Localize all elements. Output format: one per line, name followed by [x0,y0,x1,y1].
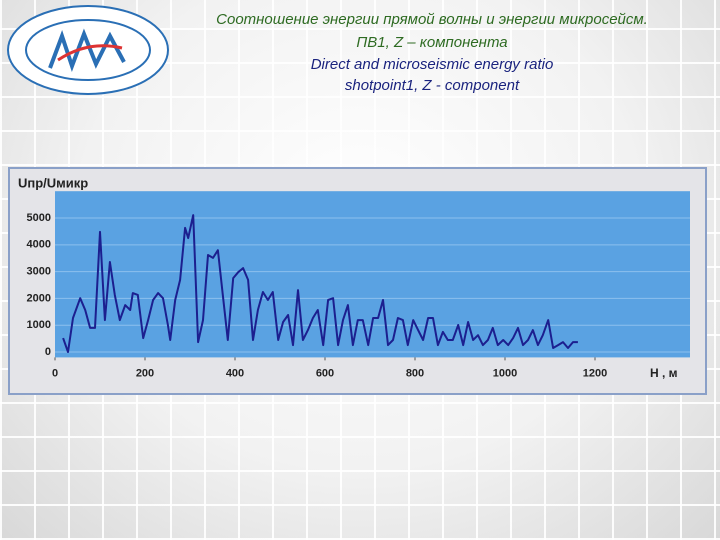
title-line: ПВ1, Z – компонента [356,34,507,51]
x-tick-label: 0 [52,367,58,379]
title-line: Соотношение энергии прямой волны и энерг… [216,11,648,28]
plot-area [55,191,690,358]
x-tick-label: 800 [406,367,424,379]
logo [7,5,169,95]
x-tick-label: 400 [226,367,244,379]
x-tick-label: 1200 [583,367,607,379]
y-tick-label: 3000 [27,266,51,278]
y-tick-label: 1000 [27,319,51,331]
y-tick-label: 4000 [27,239,51,251]
y-tick-label: 0 [45,346,51,358]
title-line: Direct and microseismic energy ratio [311,56,554,73]
title-line: shotpoint1, Z - component [345,77,520,94]
y-tick-label: 5000 [27,212,51,224]
x-tick-label: 200 [136,367,154,379]
y-axis-label: Uпр/Uмикр [18,175,88,190]
data-line [62,214,578,353]
y-tick-label: 2000 [27,292,51,304]
x-axis-label: H , м [650,366,678,380]
x-tick-label: 1000 [493,367,517,379]
x-tick-label: 600 [316,367,334,379]
